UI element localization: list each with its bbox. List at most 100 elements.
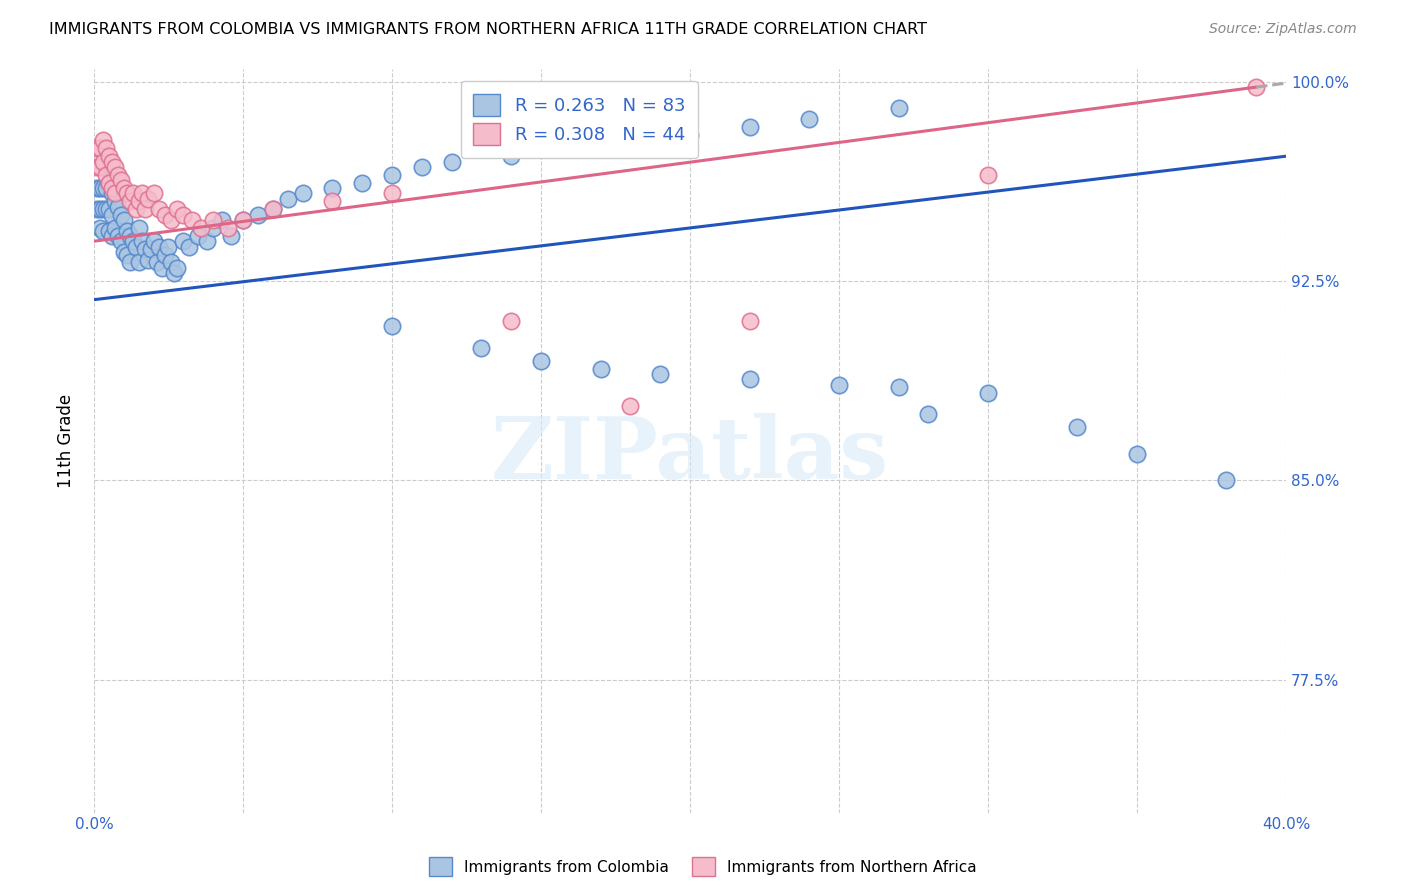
Point [104,160,127,174]
Point [136,252,159,267]
Point [202,213,225,227]
Point [115,247,138,261]
Point [128,221,150,235]
Point [107,200,129,214]
Point [128,194,150,209]
Text: ZIPatlas: ZIPatlas [491,413,889,498]
Legend: R = 0.263   N = 83, R = 0.308   N = 44: R = 0.263 N = 83, R = 0.308 N = 44 [461,81,697,158]
Point [887,380,910,394]
Point [163,266,186,280]
Point [145,255,167,269]
Point [219,228,242,243]
Point [91,202,114,217]
Point [128,255,150,269]
Point [155,208,177,222]
Point [381,186,404,201]
Point [134,202,156,217]
Point [211,213,233,227]
Point [112,213,135,227]
Point [195,234,218,248]
Point [118,194,141,209]
Point [160,213,183,227]
Point [131,234,153,248]
Point [1215,474,1237,488]
Point [118,255,141,269]
Point [1244,80,1267,95]
Point [148,239,170,253]
Point [202,221,225,235]
Point [589,361,612,376]
Point [152,260,174,275]
Point [136,192,159,206]
Point [148,202,170,217]
Point [91,133,114,147]
Point [89,202,111,217]
Point [89,181,111,195]
Point [619,133,641,147]
Point [97,176,120,190]
Point [101,186,124,201]
Point [86,202,108,217]
Point [828,377,851,392]
Point [94,202,117,217]
Point [172,234,194,248]
Point [440,154,463,169]
Point [411,160,433,174]
Point [101,154,124,169]
Point [1066,420,1088,434]
Point [134,242,156,256]
Point [89,160,111,174]
Point [112,244,135,259]
Point [977,168,1000,182]
Point [917,407,939,421]
Point [86,160,108,174]
Point [381,168,404,182]
Point [321,181,343,195]
Point [107,168,129,182]
Point [155,247,177,261]
Point [115,224,138,238]
Point [121,234,143,248]
Point [650,367,672,381]
Point [139,242,162,256]
Point [97,176,120,190]
Point [619,399,641,413]
Point [501,314,523,328]
Point [110,208,132,222]
Point [91,181,114,195]
Point [157,239,180,253]
Y-axis label: 11th Grade: 11th Grade [58,393,75,488]
Point [352,176,374,190]
Point [679,128,702,142]
Point [94,168,117,182]
Point [118,228,141,243]
Point [91,160,114,174]
Point [181,213,204,227]
Point [101,181,124,195]
Point [110,173,132,187]
Point [738,372,761,386]
Point [107,228,129,243]
Point [232,213,254,227]
Point [738,314,761,328]
Point [172,208,194,222]
Point [246,208,269,222]
Point [166,202,188,217]
Point [187,228,209,243]
Point [277,192,299,206]
Point [232,213,254,227]
Point [131,186,153,201]
Point [262,202,284,217]
Point [887,102,910,116]
Text: Source: ZipAtlas.com: Source: ZipAtlas.com [1209,22,1357,37]
Point [142,186,165,201]
Point [142,234,165,248]
Point [104,221,127,235]
Point [91,224,114,238]
Point [797,112,820,126]
Point [89,221,111,235]
Point [101,208,124,222]
Point [104,186,127,201]
Point [217,221,239,235]
Point [97,224,120,238]
